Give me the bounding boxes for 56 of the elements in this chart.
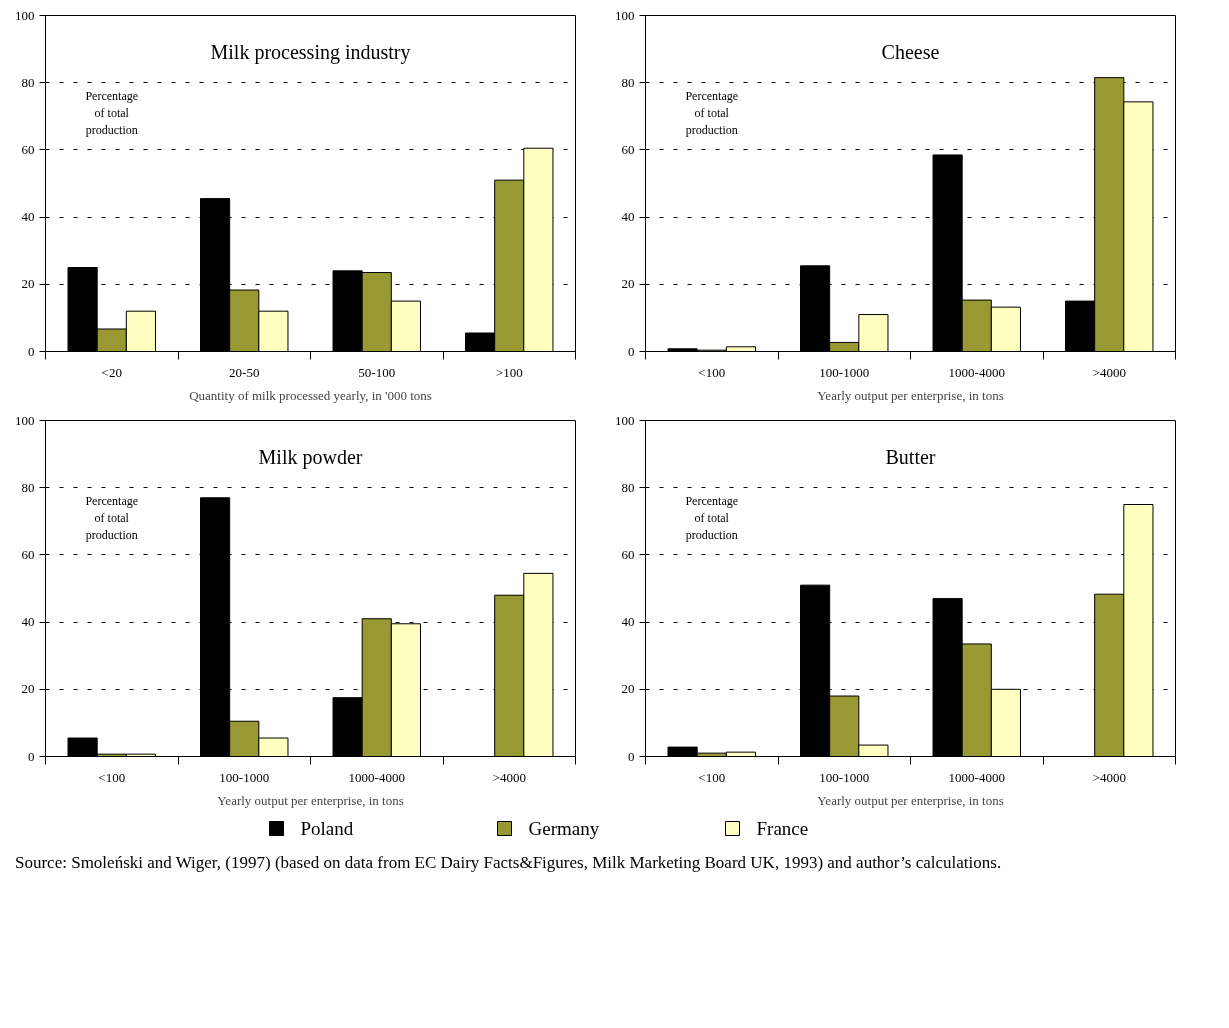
x-tick-label: 100-1000 [819, 769, 870, 785]
y-tick-label: 80 [21, 74, 35, 90]
y-tick-label: 0 [628, 343, 635, 359]
legend-label: Germany [528, 818, 600, 839]
x-tick-label: 50-100 [358, 364, 396, 380]
y-tick-label: 40 [621, 614, 635, 630]
y-tick-label: 60 [621, 141, 635, 157]
y-tick-label: 20 [21, 276, 35, 292]
x-tick-label: 100-1000 [819, 364, 870, 380]
y-tick-label: 80 [621, 74, 635, 90]
x-tick-label: >4000 [1092, 769, 1126, 785]
y-tick-label: 40 [621, 209, 635, 225]
x-axis-title: Yearly output per enterprise, in tons [817, 387, 1004, 403]
x-tick-label: <100 [698, 769, 726, 785]
x-axis-title: Quantity of milk processed yearly, in '000 tons [189, 387, 432, 403]
x-axis-title: Yearly output per enterprise, in tons [217, 792, 404, 808]
x-tick-label: >4000 [492, 769, 526, 785]
y-tick-label: 40 [21, 209, 35, 225]
x-tick-label: >100 [495, 364, 523, 380]
annotation: Percentage of total production [85, 89, 139, 138]
y-tick-label: 60 [21, 141, 35, 157]
y-tick-label: 60 [21, 546, 35, 562]
y-tick-label: 100 [15, 7, 35, 23]
y-tick-label: 20 [621, 681, 635, 697]
y-tick-label: 100 [15, 412, 35, 428]
annotation: Percentage of total production [85, 494, 139, 543]
x-tick-label: <20 [101, 364, 122, 380]
x-axis-title: Yearly output per enterprise, in tons [817, 792, 1004, 808]
y-tick-label: 0 [28, 343, 35, 359]
x-tick-label: 1000-4000 [948, 364, 1005, 380]
y-tick-label: 0 [28, 748, 35, 764]
x-tick-label: >4000 [1092, 364, 1126, 380]
y-tick-label: 80 [621, 479, 635, 495]
y-tick-label: 20 [621, 276, 635, 292]
text: Milk processing industry [210, 40, 411, 64]
y-tick-label: 20 [21, 681, 35, 697]
y-tick-label: 60 [621, 546, 635, 562]
annotation: Percentage of total production [685, 494, 739, 543]
text: Cheese [881, 40, 940, 63]
x-tick-label: 20-50 [229, 364, 260, 380]
text: Butter [885, 445, 936, 468]
y-tick-label: 0 [628, 748, 635, 764]
y-tick-label: 100 [615, 412, 635, 428]
text: Milk powder [258, 445, 363, 469]
x-tick-label: 100-1000 [219, 769, 270, 785]
y-tick-label: 100 [615, 7, 635, 23]
x-tick-label: 1000-4000 [948, 769, 1005, 785]
x-tick-label: 1000-4000 [348, 769, 405, 785]
source-note: Source: Smoleński and Wiger, (1997) (based on data from EC Dairy Facts&Figures, Milk Marketing Board UK, 1993) and author’s calculations. [15, 852, 1002, 874]
x-tick-label: <100 [98, 769, 126, 785]
legend-label: Poland [300, 818, 354, 839]
y-tick-label: 40 [21, 614, 35, 630]
y-tick-label: 80 [21, 479, 35, 495]
x-tick-label: <100 [698, 364, 726, 380]
legend-label: France [756, 818, 809, 839]
annotation: Percentage of total production [685, 89, 739, 138]
